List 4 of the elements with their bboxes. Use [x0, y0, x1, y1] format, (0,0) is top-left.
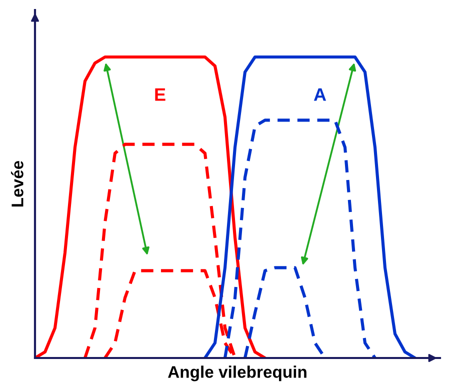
series-label: A: [314, 88, 326, 101]
series-label: E: [155, 88, 166, 101]
y-axis-title: Levée: [10, 160, 24, 207]
x-axis-title: Angle vilebrequin: [168, 366, 306, 382]
